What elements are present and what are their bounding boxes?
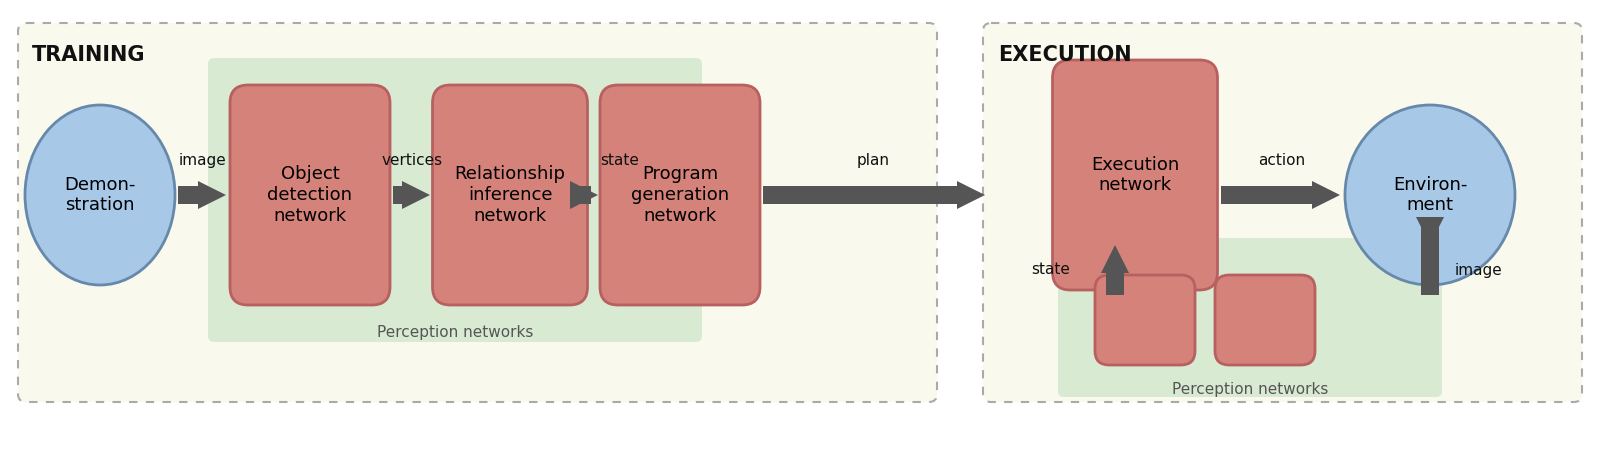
FancyBboxPatch shape bbox=[208, 58, 702, 342]
Text: action: action bbox=[1259, 153, 1306, 168]
Text: Program
generation
network: Program generation network bbox=[630, 165, 730, 225]
FancyBboxPatch shape bbox=[1058, 238, 1442, 397]
FancyBboxPatch shape bbox=[18, 23, 938, 402]
Text: Perception networks: Perception networks bbox=[1171, 382, 1328, 397]
Text: Perception networks: Perception networks bbox=[378, 325, 533, 340]
FancyBboxPatch shape bbox=[982, 23, 1582, 402]
Ellipse shape bbox=[1346, 105, 1515, 285]
FancyBboxPatch shape bbox=[432, 85, 587, 305]
Bar bbox=[574, 186, 590, 204]
Polygon shape bbox=[402, 181, 430, 209]
Text: Environ-
ment: Environ- ment bbox=[1394, 175, 1467, 214]
Bar bbox=[178, 186, 202, 204]
FancyBboxPatch shape bbox=[600, 85, 760, 305]
Bar bbox=[763, 186, 962, 204]
Text: image: image bbox=[178, 153, 226, 168]
Text: Relationship
inference
network: Relationship inference network bbox=[454, 165, 565, 225]
FancyBboxPatch shape bbox=[1214, 275, 1315, 365]
Polygon shape bbox=[1416, 217, 1443, 245]
FancyBboxPatch shape bbox=[230, 85, 390, 305]
Polygon shape bbox=[570, 181, 598, 209]
Polygon shape bbox=[198, 181, 226, 209]
FancyBboxPatch shape bbox=[1053, 60, 1218, 290]
Bar bbox=[1221, 186, 1315, 204]
Text: EXECUTION: EXECUTION bbox=[998, 45, 1131, 65]
Text: Demon-
stration: Demon- stration bbox=[64, 175, 136, 214]
Polygon shape bbox=[1101, 245, 1130, 273]
Bar bbox=[1106, 269, 1123, 295]
Bar bbox=[394, 186, 406, 204]
Text: Object
detection
network: Object detection network bbox=[267, 165, 352, 225]
Text: state: state bbox=[600, 153, 640, 168]
FancyBboxPatch shape bbox=[1094, 275, 1195, 365]
Text: state: state bbox=[1030, 262, 1070, 277]
Text: Execution
network: Execution network bbox=[1091, 156, 1179, 194]
Text: plan: plan bbox=[856, 153, 890, 168]
Polygon shape bbox=[957, 181, 986, 209]
Bar bbox=[1421, 221, 1438, 295]
Polygon shape bbox=[1312, 181, 1341, 209]
Text: TRAINING: TRAINING bbox=[32, 45, 146, 65]
Text: vertices: vertices bbox=[381, 153, 443, 168]
Text: image: image bbox=[1454, 262, 1502, 277]
Ellipse shape bbox=[26, 105, 174, 285]
